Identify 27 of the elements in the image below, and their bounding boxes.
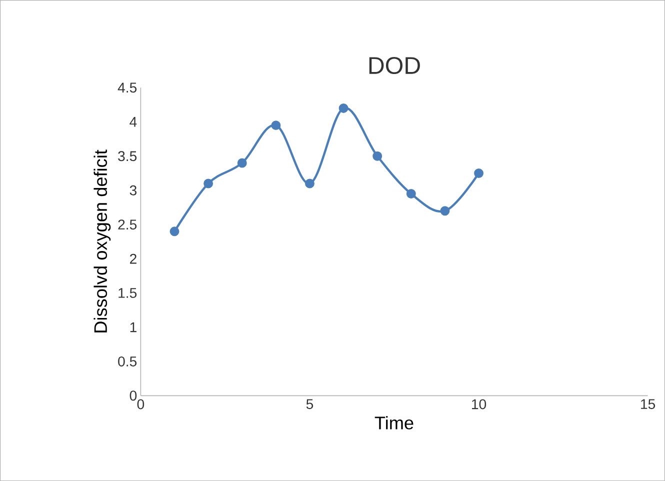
y-tick-label: 4 bbox=[130, 117, 137, 127]
chart-title: DOD bbox=[369, 56, 420, 74]
point bbox=[474, 168, 484, 178]
x-axis-title: Time bbox=[374, 416, 414, 430]
x-tick-label: 15 bbox=[641, 399, 656, 410]
point bbox=[304, 178, 314, 188]
point bbox=[237, 158, 247, 168]
y-tick-label: 0.5 bbox=[118, 356, 137, 366]
y-tick-label: 1.5 bbox=[118, 288, 137, 298]
y-tick-label: 0 bbox=[130, 390, 137, 401]
point bbox=[170, 226, 180, 236]
point bbox=[372, 151, 382, 161]
y-axis-title: Dissolvd oxygen deficit bbox=[94, 150, 111, 332]
point bbox=[406, 189, 416, 198]
x-tick-label: 5 bbox=[306, 399, 314, 410]
y-tick-label: 3.5 bbox=[118, 151, 137, 162]
point bbox=[204, 178, 214, 188]
y-tick-label: 1 bbox=[130, 322, 136, 332]
point bbox=[338, 103, 348, 113]
y-tick-label: 4.5 bbox=[118, 82, 137, 93]
point bbox=[271, 120, 281, 130]
y-tick-label: 2.5 bbox=[118, 220, 137, 230]
y-tick-label: 2 bbox=[130, 254, 136, 264]
y-tick-label: 3 bbox=[130, 185, 137, 196]
point bbox=[440, 206, 450, 216]
x-tick-label: 0 bbox=[137, 399, 144, 410]
x-tick-label: 10 bbox=[472, 399, 486, 410]
